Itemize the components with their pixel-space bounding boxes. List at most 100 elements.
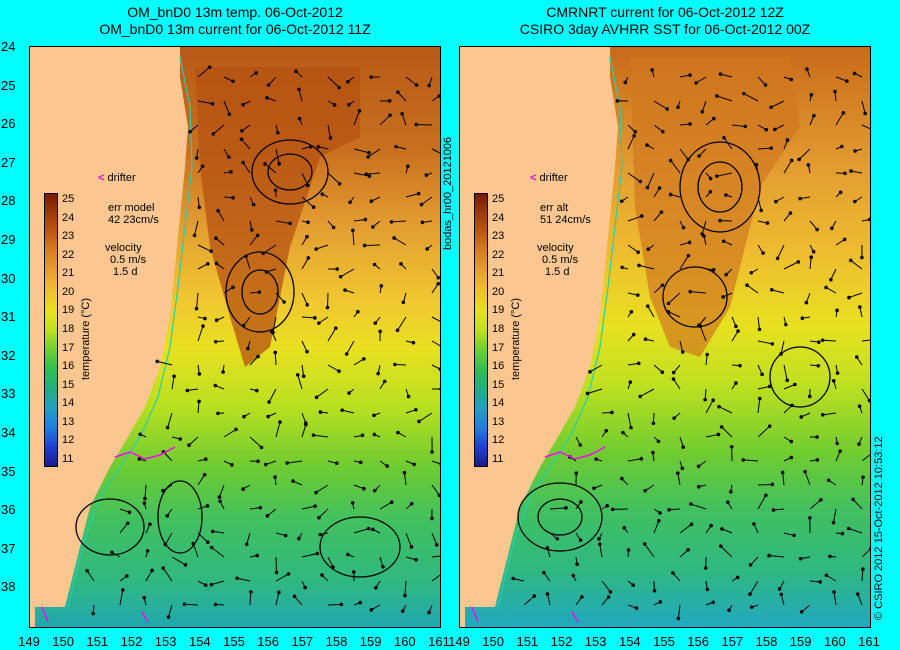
velocity-arrow-shaft — [217, 210, 225, 222]
velocity-arrow-head — [785, 138, 790, 142]
velocity-arrow-head — [681, 225, 686, 230]
colorbar-tick-label: 14 — [492, 397, 505, 410]
velocity-arrow-shaft — [731, 124, 746, 127]
velocity-arrow-head — [367, 174, 372, 178]
velocity-arrow-shaft — [833, 508, 837, 523]
velocity-arrow-head — [213, 339, 218, 344]
velocity-arrow-head — [619, 199, 624, 204]
velocity-arrow-shaft — [327, 603, 342, 606]
velocity-arrow-shaft — [249, 436, 262, 448]
velocity-arrow-shaft — [716, 172, 733, 177]
colorbar-tick-label: 14 — [62, 397, 75, 410]
velocity-arrow-head — [728, 489, 733, 494]
velocity-arrow-head — [765, 221, 770, 225]
velocity-arrow-shaft — [346, 340, 355, 355]
velocity-arrow-head — [623, 80, 628, 85]
velocity-arrow-shaft — [188, 436, 199, 446]
velocity-arrow-shaft — [264, 163, 277, 174]
velocity-arrow-head — [304, 422, 308, 427]
right-lon-tick-label: 149 — [448, 634, 470, 649]
velocity-arrow-head — [651, 450, 655, 455]
velocity-arrow-head — [250, 228, 254, 232]
velocity-arrow-head — [861, 567, 865, 572]
left-colorbar-label: temperature (°C) — [80, 297, 92, 380]
velocity-arrow-head — [854, 355, 859, 359]
velocity-arrow-head — [777, 587, 782, 591]
velocity-arrow-head — [672, 416, 676, 420]
velocity-arrow-head — [734, 381, 738, 385]
velocity-arrow-head — [804, 300, 809, 305]
velocity-arrow-head — [767, 553, 771, 558]
velocity-arrow-head — [333, 326, 338, 330]
velocity-arrow-head — [274, 570, 279, 575]
velocity-arrow-head — [197, 372, 202, 376]
velocity-arrow-shaft — [162, 567, 173, 582]
velocity-arrow-head — [439, 462, 440, 466]
velocity-arrow-head — [372, 262, 377, 267]
velocity-arrow-head — [257, 290, 262, 294]
velocity-arrow-shaft — [647, 305, 655, 318]
velocity-arrow-head — [161, 488, 165, 493]
velocity-arrow-shaft — [275, 220, 291, 224]
velocity-arrow-shaft — [783, 261, 799, 270]
velocity-arrow-shaft — [301, 505, 316, 510]
velocity-arrow-shaft — [705, 399, 714, 414]
velocity-arrow-head — [575, 562, 579, 567]
velocity-arrow-head — [313, 504, 317, 509]
velocity-arrow-shaft — [749, 580, 759, 595]
velocity-arrow-head — [681, 445, 686, 450]
left-lon-tick-label: 152 — [120, 634, 143, 649]
velocity-arrow-head — [436, 275, 440, 280]
velocity-arrow-head — [439, 387, 440, 391]
velocity-arrow-head — [671, 377, 676, 381]
velocity-arrow-shaft — [211, 547, 225, 558]
velocity-arrow-shaft — [418, 412, 433, 422]
velocity-arrow-head — [816, 363, 821, 368]
velocity-arrow-shaft — [197, 532, 209, 543]
velocity-arrow-shaft — [218, 484, 225, 498]
velocity-arrow-head — [835, 371, 840, 375]
velocity-arrow-head — [767, 424, 772, 428]
velocity-arrow-shaft — [315, 244, 329, 250]
velocity-arrow-head — [800, 316, 805, 320]
velocity-arrow-head — [792, 533, 796, 538]
velocity-arrow-head — [838, 449, 842, 453]
velocity-arrow-head — [138, 432, 142, 437]
velocity-arrow-head — [645, 185, 650, 190]
velocity-arrow-shaft — [197, 474, 206, 486]
velocity-arrow-shaft — [397, 316, 407, 331]
velocity-arrow-head — [847, 295, 851, 300]
left-lon-tick-label: 161 — [428, 634, 450, 649]
velocity-arrow-shaft — [782, 472, 785, 486]
velocity-arrow-shaft — [668, 292, 681, 304]
velocity-arrow-head — [393, 362, 397, 367]
velocity-arrow-head — [251, 202, 256, 207]
velocity-arrow-head — [409, 545, 414, 549]
colorbar-tick-label: 21 — [62, 267, 75, 280]
velocity-arrow-head — [660, 283, 665, 288]
left-lon-tick-label: 156 — [257, 634, 279, 649]
velocity-arrow-head — [305, 349, 309, 354]
lat-tick-label: 38 — [1, 579, 16, 595]
velocity-arrow-head — [306, 220, 310, 225]
velocity-arrow-head — [716, 432, 721, 437]
velocity-arrow-head — [85, 568, 89, 573]
velocity-arrow-shaft — [743, 459, 759, 462]
velocity-arrow-head — [283, 533, 288, 538]
velocity-arrow-head — [571, 573, 576, 578]
velocity-arrow-head — [574, 471, 579, 475]
right-velocity-title: velocity — [537, 242, 574, 254]
velocity-arrow-head — [622, 526, 626, 530]
velocity-arrow-shaft — [197, 244, 212, 252]
velocity-arrow-shaft — [391, 220, 407, 223]
left-lon-tick-label: 150 — [52, 634, 74, 649]
velocity-arrow-head — [379, 284, 384, 288]
velocity-arrow-head — [542, 570, 546, 575]
velocity-arrow-shaft — [145, 570, 153, 582]
velocity-arrow-head — [696, 464, 701, 469]
velocity-arrow-shaft — [670, 160, 681, 174]
velocity-arrow-head — [642, 542, 647, 546]
velocity-arrow-head — [660, 370, 665, 374]
velocity-arrow-head — [830, 226, 834, 231]
velocity-arrow-shaft — [431, 316, 440, 322]
